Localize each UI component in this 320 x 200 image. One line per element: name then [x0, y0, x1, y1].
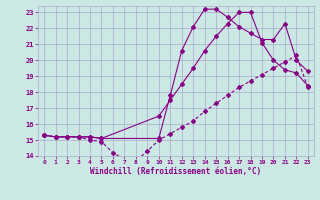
- X-axis label: Windchill (Refroidissement éolien,°C): Windchill (Refroidissement éolien,°C): [91, 167, 261, 176]
